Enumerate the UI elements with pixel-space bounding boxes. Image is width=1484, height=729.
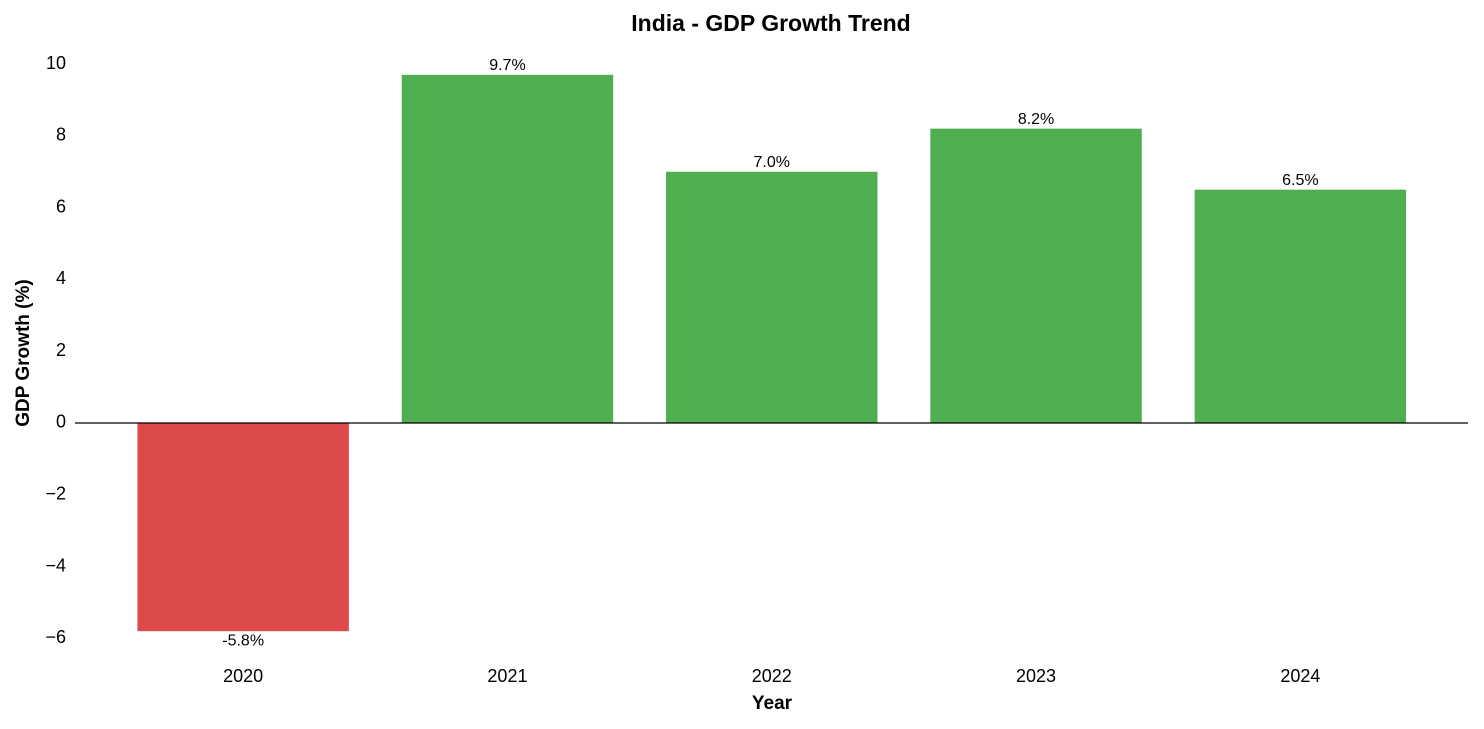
y-tick-label: −2 xyxy=(45,484,66,504)
y-tick-label: 0 xyxy=(56,412,66,432)
x-tick-label: 2024 xyxy=(1280,666,1320,686)
bar xyxy=(666,171,878,423)
y-tick-label: −6 xyxy=(45,627,66,647)
y-tick-label: 4 xyxy=(56,268,66,288)
value-label: 6.5% xyxy=(1282,172,1318,189)
x-tick-label: 2022 xyxy=(752,666,792,686)
y-tick-label: 2 xyxy=(56,340,66,360)
y-axis-label: GDP Growth (%) xyxy=(13,279,34,426)
x-axis-label: Year xyxy=(752,693,793,714)
y-tick-label: −4 xyxy=(45,555,66,575)
value-label: -5.8% xyxy=(222,632,264,649)
y-tick-label: 10 xyxy=(46,53,66,73)
x-tick-label: 2023 xyxy=(1016,666,1056,686)
bar xyxy=(930,128,1142,423)
bar xyxy=(137,422,349,632)
chart-title: India - GDP Growth Trend xyxy=(631,10,910,36)
bar xyxy=(401,74,614,423)
x-tick-label: 2021 xyxy=(487,666,527,686)
value-label: 8.2% xyxy=(1018,111,1054,128)
value-label: 9.7% xyxy=(489,57,525,74)
bar xyxy=(1194,189,1407,423)
value-label: 7.0% xyxy=(754,154,790,171)
y-tick-label: 6 xyxy=(56,196,66,216)
y-tick-label: 8 xyxy=(56,125,66,145)
x-tick-label: 2020 xyxy=(223,666,263,686)
